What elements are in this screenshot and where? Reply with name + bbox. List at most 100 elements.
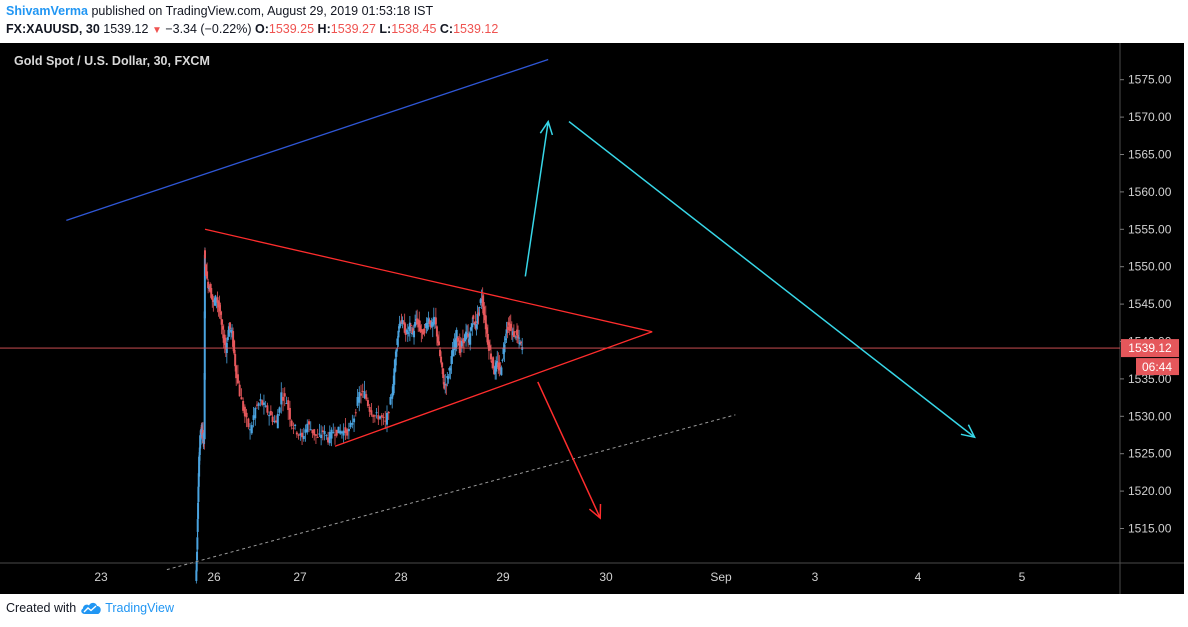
support-dotted-line[interactable] [166, 414, 736, 571]
candle-body [220, 319, 223, 325]
candle-body [382, 416, 385, 418]
arrow-breakout-up[interactable] [524, 121, 549, 277]
tradingview-brand-text: TradingView [105, 601, 174, 615]
candle-body [373, 415, 376, 417]
candle-body [197, 473, 200, 487]
candle-body [360, 393, 362, 396]
candle-body [431, 322, 434, 327]
candle-body [204, 250, 206, 259]
candle-body [491, 360, 494, 363]
price-tick-label: 1520.00 [1128, 484, 1172, 498]
candle-body [421, 329, 424, 331]
candle-body [353, 418, 356, 423]
candle-body [447, 376, 450, 380]
candle-body [318, 433, 321, 435]
candle-body [234, 354, 237, 367]
candle-body [344, 427, 347, 434]
price-chart[interactable]: 1515.001520.001525.001530.001535.001540.… [0, 43, 1184, 594]
candle-body [452, 348, 455, 357]
candle-body [395, 349, 398, 357]
candle-body [400, 319, 403, 324]
candle-body [203, 311, 206, 380]
candle-body [288, 407, 291, 420]
candle-body [292, 427, 295, 429]
candle-body [238, 384, 241, 397]
candle-body [377, 415, 380, 420]
candle-body [210, 288, 213, 298]
candle-body [240, 397, 243, 400]
channel-upper-line[interactable] [66, 58, 549, 221]
candle-body [495, 362, 498, 372]
candle-body [384, 420, 387, 422]
candle-body [227, 326, 230, 337]
candle-body [325, 435, 328, 437]
candle-body [519, 342, 522, 345]
candle-body [235, 365, 238, 379]
author-name[interactable]: ShivamVerma [6, 4, 88, 18]
candle-body [209, 284, 212, 293]
candle-body [460, 340, 463, 347]
price-tick-label: 1570.00 [1128, 110, 1172, 124]
candle-body [257, 403, 260, 406]
candle-body [287, 400, 290, 410]
candle-body [426, 325, 429, 327]
candle-body [499, 367, 502, 370]
triangle-lower-line[interactable] [334, 331, 653, 447]
candle-body [396, 338, 399, 345]
candle-body [505, 329, 508, 334]
candle-body [226, 337, 229, 341]
candle-body [264, 405, 267, 407]
candle-body [252, 415, 255, 421]
candle-body [335, 429, 338, 436]
arrow-target-down[interactable] [568, 120, 976, 438]
candle-body [416, 318, 419, 325]
candle-body [407, 327, 410, 329]
candle-body [236, 374, 239, 384]
candle-body [446, 375, 449, 379]
candle-body [332, 432, 335, 434]
candle-body [398, 323, 401, 329]
candle-body [259, 399, 262, 401]
candle-body [414, 321, 417, 327]
candle-body [405, 330, 408, 333]
arrow-breakdown[interactable] [537, 381, 601, 519]
time-tick-label: 23 [94, 570, 108, 584]
candle-body [430, 322, 433, 327]
candle-body [508, 323, 511, 331]
candle-body [512, 331, 515, 337]
published-text: published on TradingView.com, August 29,… [91, 4, 434, 18]
candle-body [417, 319, 420, 324]
candle-body [498, 362, 501, 371]
candle-body [327, 437, 330, 443]
candle-body [518, 337, 521, 339]
candle-body [509, 323, 512, 329]
candle-body [242, 401, 245, 411]
tradingview-logo[interactable]: TradingView [80, 601, 174, 615]
tradingview-cloud-icon [81, 602, 101, 614]
candle-body [408, 322, 411, 332]
candle-body [483, 314, 486, 321]
symbol-label: FX:XAUUSD, 30 [6, 22, 100, 36]
price-tick-label: 1525.00 [1128, 447, 1172, 461]
candle-body [290, 420, 293, 427]
candle-body [389, 396, 392, 405]
time-tick-label: 28 [394, 570, 408, 584]
time-axis[interactable]: 23 26 27 28 29 30 Sep 3 4 5 [94, 570, 1025, 584]
candle-body [301, 432, 304, 438]
candle-body [511, 331, 514, 336]
candle-body [214, 295, 217, 306]
triangle-upper-line[interactable] [204, 228, 653, 333]
candle-body [197, 502, 200, 519]
candle-body [423, 328, 426, 334]
candle-body [429, 320, 432, 328]
candle-body [372, 415, 375, 417]
candle-body [283, 393, 286, 397]
candle-body [514, 336, 517, 338]
candle-body [311, 429, 314, 434]
candle-body [228, 322, 231, 329]
candle-body [468, 339, 471, 343]
candle-body [207, 281, 210, 289]
candle-body [349, 422, 352, 428]
candle-body [203, 254, 206, 319]
candle-body [197, 486, 200, 502]
